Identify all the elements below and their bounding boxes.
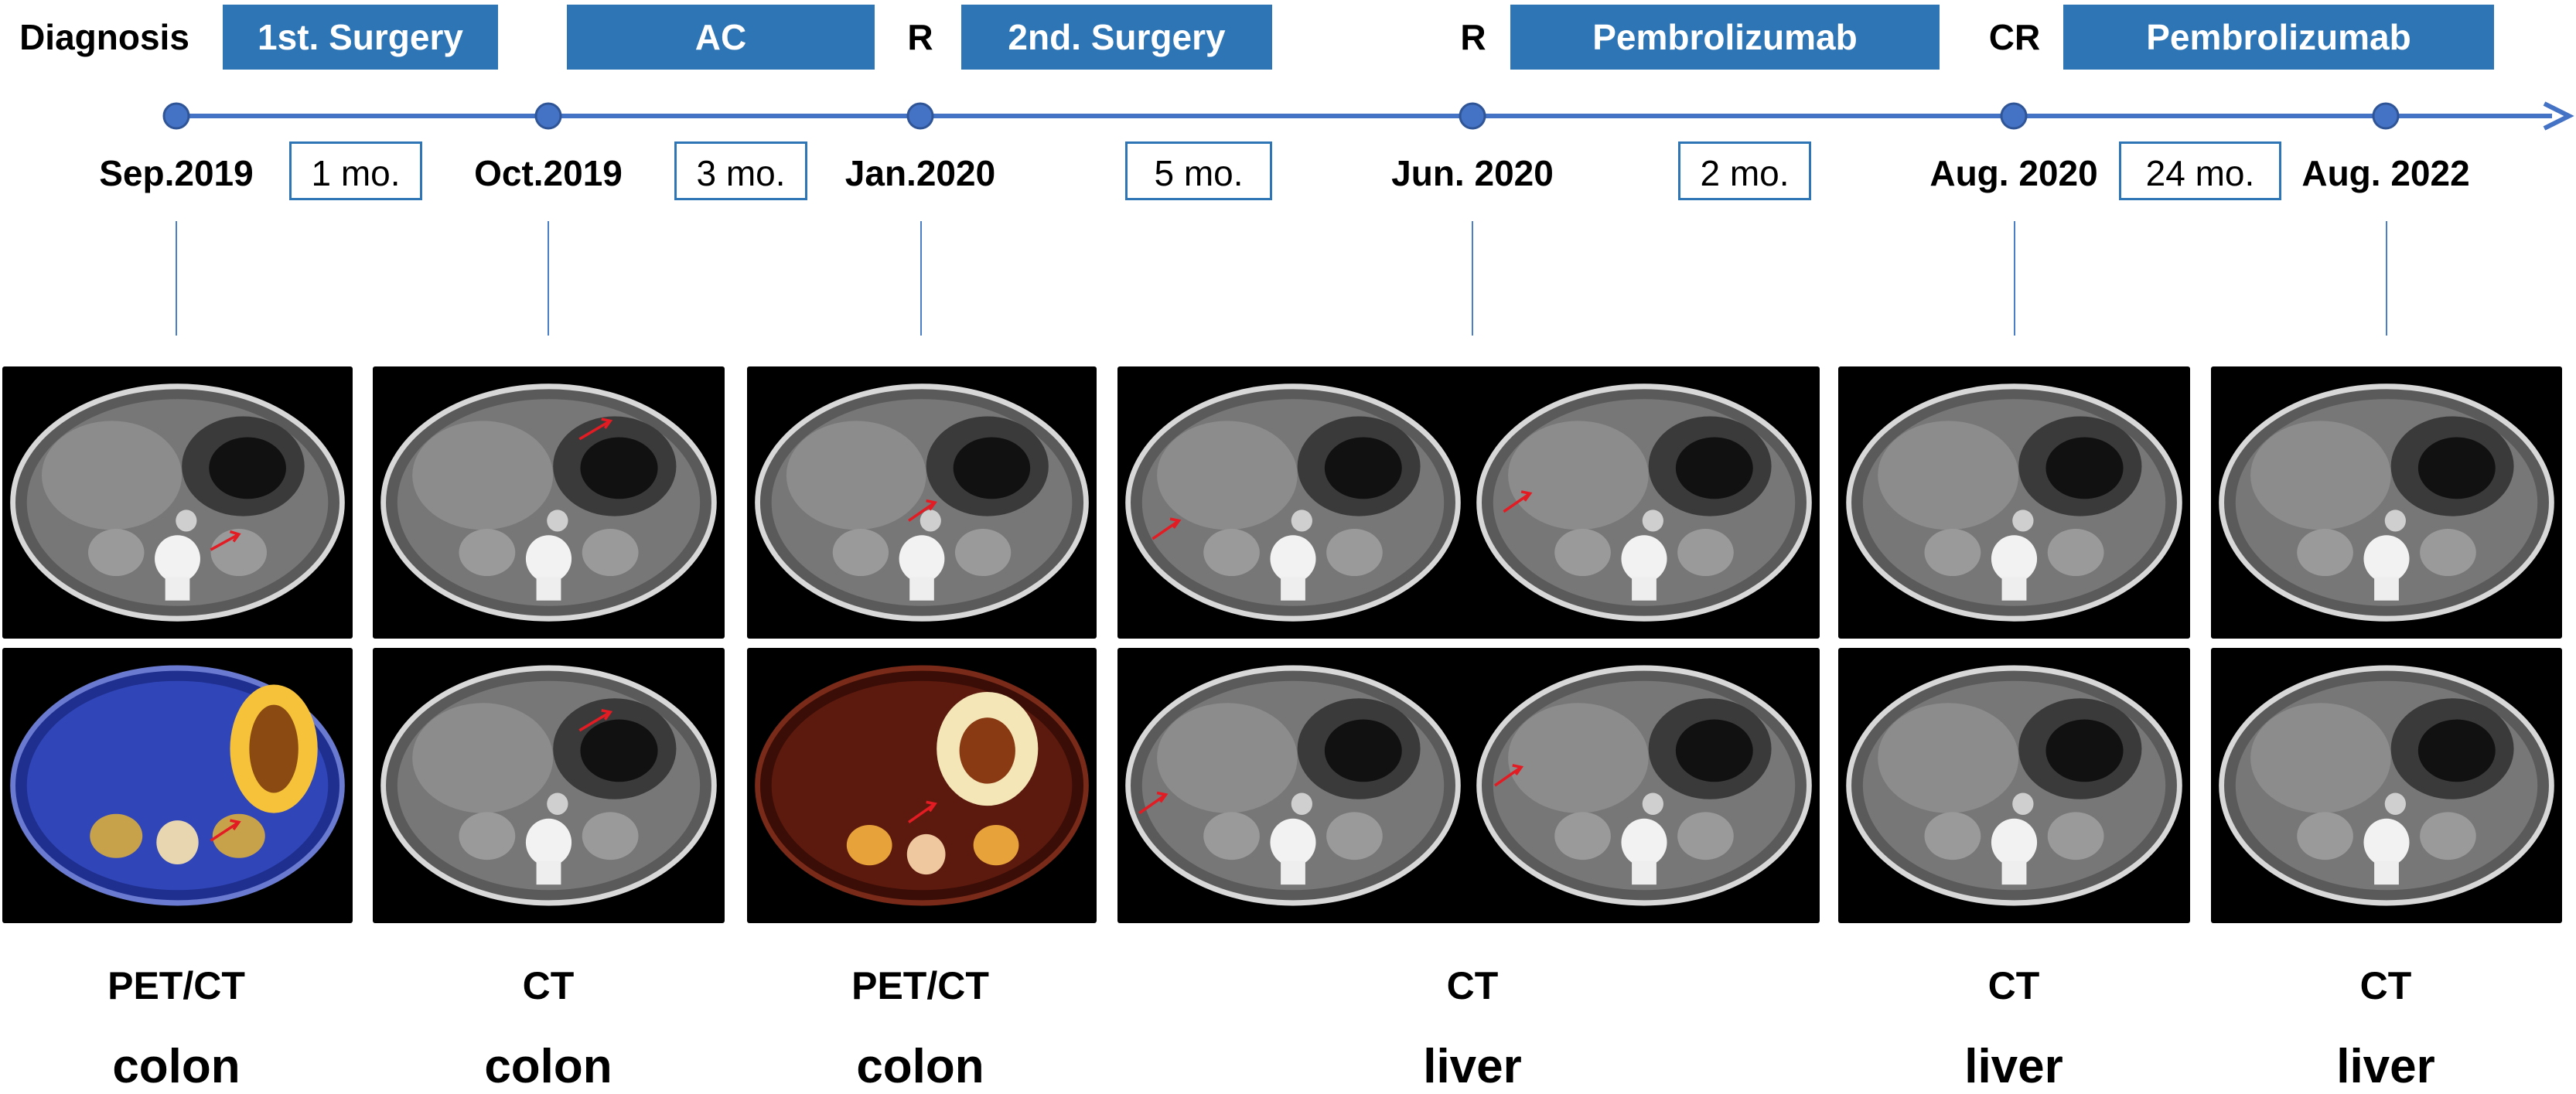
connector-line-2 (548, 221, 549, 336)
timeline-node-jun-2020 (1459, 102, 1486, 130)
connector-line-4 (1472, 221, 1473, 336)
modality-label-3: PET/CT (851, 964, 989, 1007)
connector-line-1 (176, 221, 177, 336)
timeline-node-jan-2020 (906, 102, 934, 130)
timeline-node-aug-2022 (2372, 102, 2400, 130)
phase-first-surgery: 1st. Surgery (223, 5, 498, 70)
site-label-3: colon (856, 1040, 984, 1093)
panel-aug2022-ct-bottom (2211, 648, 2562, 923)
response-label-2: R (1460, 17, 1486, 57)
date-aug-2022: Aug. 2022 (2301, 153, 2470, 193)
duration-box-3: 5 mo. (1125, 141, 1272, 200)
panel-jan2020-ct (747, 366, 1097, 639)
site-label-6: liver (2336, 1040, 2435, 1093)
site-label-5: liver (1964, 1040, 2063, 1093)
timeline-node-sep-2019 (162, 102, 190, 130)
panel-jan2020-petct (747, 648, 1097, 923)
timeline-axis (162, 101, 2574, 131)
panel-jun2020-ct-bottom (1117, 648, 1820, 923)
date-jun-2020: Jun. 2020 (1391, 153, 1554, 193)
panel-sep2019-ct (2, 366, 353, 639)
phase-adjuvant-chemo: AC (567, 5, 875, 70)
duration-box-2: 3 mo. (674, 141, 807, 200)
timeline-node-aug-2020 (2000, 102, 2028, 130)
response-label-1: R (907, 17, 933, 57)
modality-label-6: CT (2359, 964, 2412, 1007)
response-label-complete: CR (1988, 17, 2041, 57)
modality-label-5: CT (1987, 964, 2040, 1007)
duration-box-5: 24 mo. (2119, 141, 2281, 200)
phase-pembrolizumab-2: Pembrolizumab (2063, 5, 2494, 70)
diagnosis-label: Diagnosis (19, 17, 189, 57)
panel-sep2019-petct (2, 648, 353, 923)
site-label-1: colon (112, 1040, 241, 1093)
panel-aug2020-ct-bottom (1838, 648, 2190, 923)
connector-line-3 (920, 221, 922, 336)
duration-box-1: 1 mo. (289, 141, 422, 200)
modality-label-2: CT (522, 964, 575, 1007)
connector-line-6 (2386, 221, 2387, 336)
date-aug-2020: Aug. 2020 (1929, 153, 2098, 193)
duration-box-4: 2 mo. (1678, 141, 1811, 200)
phase-second-surgery: 2nd. Surgery (961, 5, 1272, 70)
panel-aug2020-ct-top (1838, 366, 2190, 639)
connector-line-5 (2014, 221, 2015, 336)
phase-pembrolizumab-1: Pembrolizumab (1510, 5, 1940, 70)
site-label-2: colon (484, 1040, 612, 1093)
panel-oct2019-ct-top (373, 366, 725, 639)
timeline-node-oct-2019 (534, 102, 562, 130)
date-jan-2020: Jan.2020 (844, 153, 996, 193)
modality-label-1: PET/CT (107, 964, 245, 1007)
panel-oct2019-ct-bottom (373, 648, 725, 923)
modality-label-4: CT (1446, 964, 1499, 1007)
site-label-4: liver (1423, 1040, 1522, 1093)
panel-aug2022-ct-top (2211, 366, 2562, 639)
date-sep-2019: Sep.2019 (99, 153, 254, 193)
panel-jun2020-ct-top (1117, 366, 1820, 639)
date-oct-2019: Oct.2019 (474, 153, 623, 193)
